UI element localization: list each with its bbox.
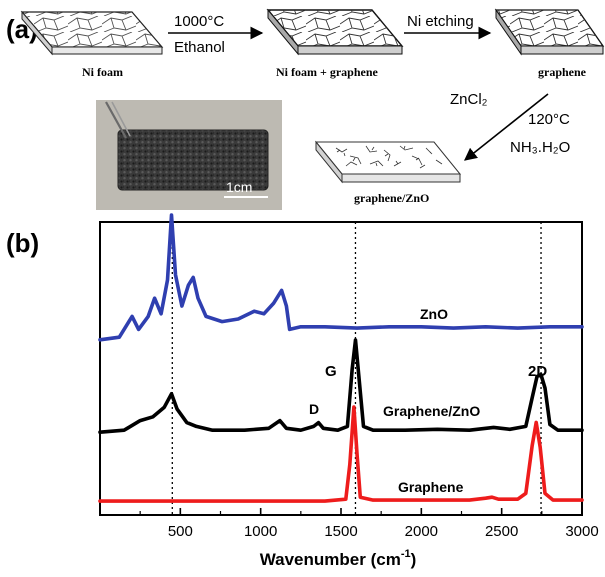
arrow-3: [463, 93, 549, 161]
raman-plot: 500 1000 1500 2000 2500 3000 ZnO Graphene/ZnO Gr…: [98, 213, 599, 540]
x-tick-label: 1000: [244, 523, 277, 540]
x-tick-label: 2000: [405, 523, 438, 540]
series-label-1: Graphene/ZnO: [383, 403, 480, 419]
peak-label-2d: 2D: [528, 363, 547, 380]
panel-b-label: (b): [6, 228, 39, 258]
arrow-1-top-label: 1000°C: [174, 13, 224, 30]
ni-foam-graphene-block: Ni foam + graphene: [266, 8, 404, 79]
ni-foam-block: Ni foam: [20, 10, 164, 79]
ni-foam-label: Ni foam: [82, 65, 123, 79]
x-tick-label: 500: [168, 523, 193, 540]
x-tick-label: 2500: [485, 523, 518, 540]
tweezer-icon: [105, 101, 127, 139]
series-line-1: [98, 338, 584, 434]
photo-scale-label: 1cm: [226, 179, 252, 195]
series-line-0: [98, 213, 584, 342]
arrow-3-right-top-label: 120°C: [528, 111, 570, 128]
arrow-2-top-label: Ni etching: [407, 13, 474, 30]
x-axis-title: Wavenumber (cm-1): [260, 548, 417, 569]
x-axis-title-exp: -1: [401, 548, 411, 560]
x-axis-title-main: Wavenumber (cm: [260, 550, 401, 569]
arrow-3-left-label: ZnCl₂: [450, 91, 488, 108]
graphene-block-label: graphene: [538, 65, 587, 79]
series-label-0: ZnO: [420, 306, 448, 322]
arrow-3-right-bottom-label: NH₃.H₂O: [510, 139, 570, 156]
series-line-2: [98, 405, 584, 503]
sample-photo: 1cm: [96, 100, 282, 210]
peak-label-g: G: [325, 363, 337, 380]
panel-a: (a) Ni foam 1000°C Ethanol Ni foam + gra…: [6, 8, 605, 210]
peak-label-d: D: [309, 401, 319, 417]
graphene-block: graphene: [494, 8, 605, 79]
x-tick-label: 3000: [565, 523, 598, 540]
series-label-2: Graphene: [398, 479, 464, 495]
graphene-zno-block: graphene/ZnO: [314, 140, 462, 205]
ni-foam-graphene-label: Ni foam + graphene: [276, 65, 379, 79]
x-tick-label: 1500: [324, 523, 357, 540]
arrow-1-bottom-label: Ethanol: [174, 39, 225, 56]
graphene-zno-label: graphene/ZnO: [354, 191, 429, 205]
x-axis-title-close: ): [411, 550, 417, 569]
